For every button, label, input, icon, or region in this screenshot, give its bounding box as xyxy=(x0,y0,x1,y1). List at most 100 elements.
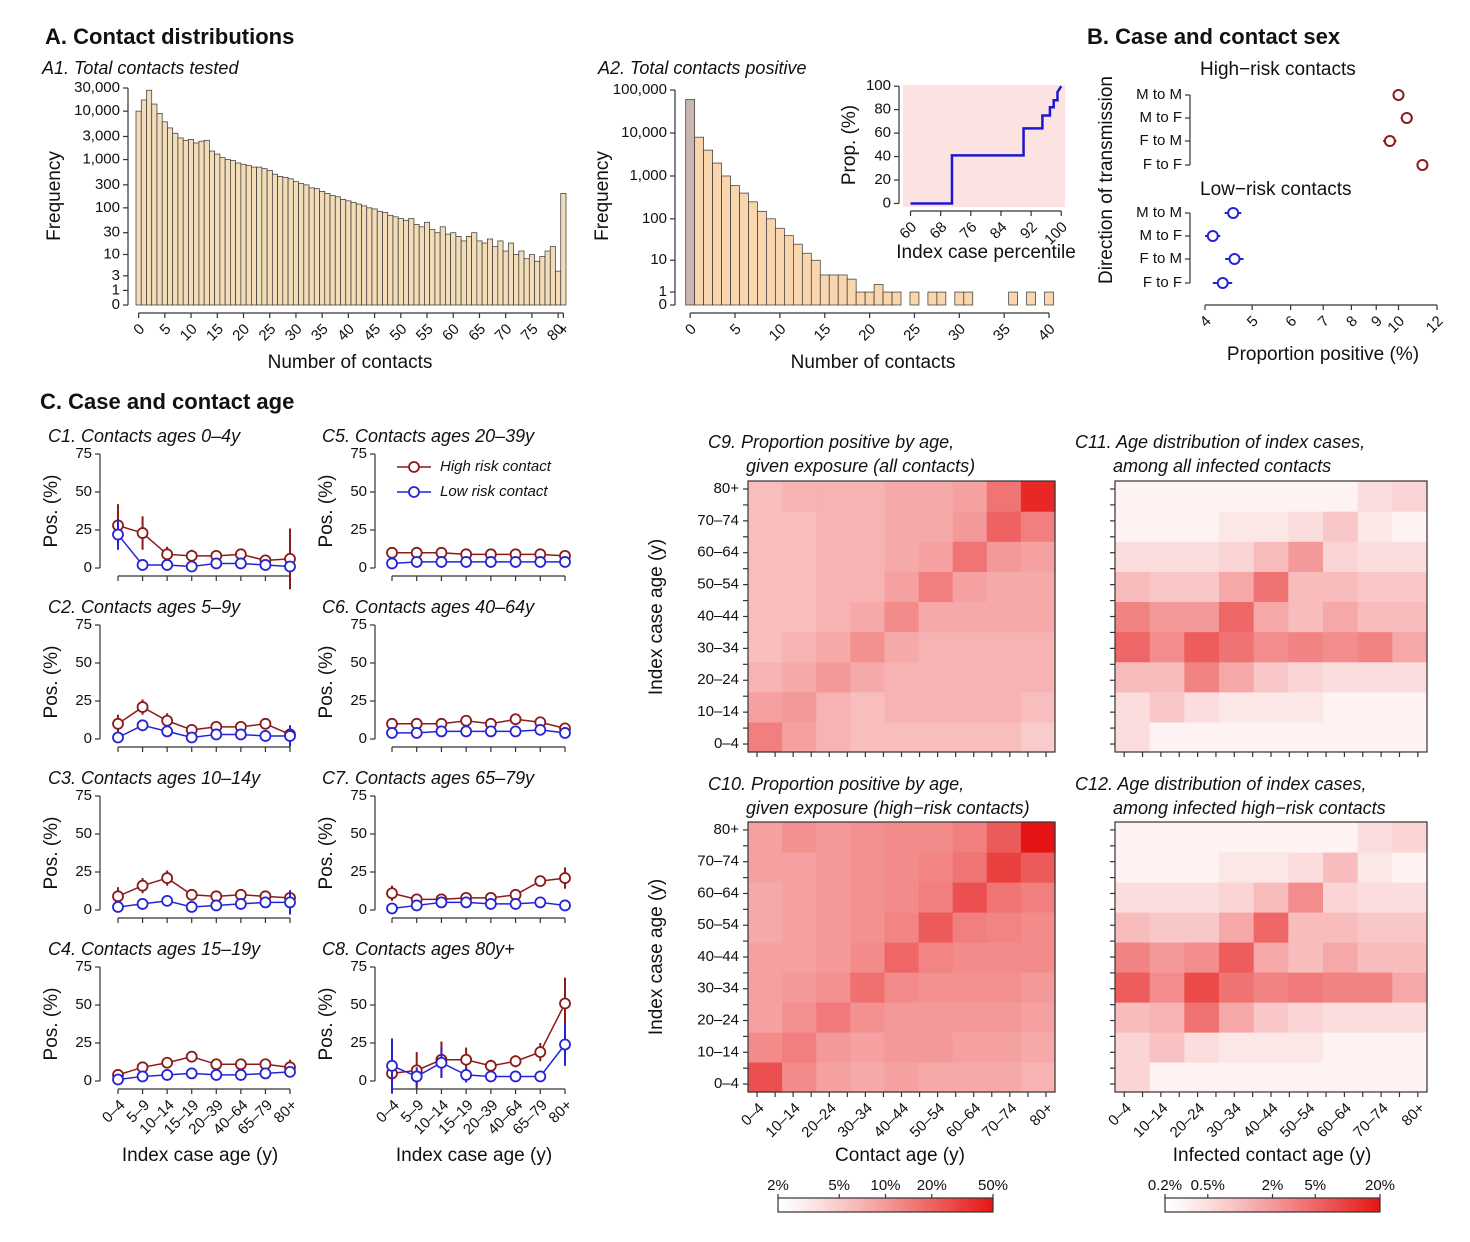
y-tick-label: 0 xyxy=(359,901,367,918)
heat-cell xyxy=(1288,511,1324,542)
heat-cell xyxy=(1184,852,1220,883)
bar xyxy=(256,166,263,306)
x-tick-label: 6 xyxy=(1282,313,1300,331)
bar xyxy=(277,176,284,306)
heat-cell xyxy=(850,511,886,542)
bar xyxy=(739,192,749,306)
heat-cell xyxy=(1219,882,1255,913)
heat-cell xyxy=(918,942,954,973)
heat-cell xyxy=(816,1002,851,1033)
heat-cell xyxy=(816,631,851,663)
colorbar-segment xyxy=(1290,1198,1295,1212)
heat-cell xyxy=(782,481,817,512)
y-axis-label: Pos. (%) xyxy=(316,988,337,1061)
heat-cell xyxy=(1392,1062,1428,1093)
y-axis-label: Pos. (%) xyxy=(316,475,337,548)
bar xyxy=(366,207,373,306)
heat-cell xyxy=(1115,601,1151,633)
point xyxy=(1206,230,1219,242)
colorbar-tick-label: 20% xyxy=(917,1177,947,1194)
group-label: High−risk contacts xyxy=(1200,59,1356,80)
point xyxy=(136,879,149,892)
y-tick-label: 1 xyxy=(659,283,667,300)
heat-cell xyxy=(986,852,1022,883)
colorbar-tick-label: 10% xyxy=(870,1177,900,1194)
point xyxy=(185,1050,198,1063)
y-tick-label: 50 xyxy=(75,654,92,671)
bar xyxy=(936,291,947,306)
heat-cell xyxy=(1288,661,1324,693)
point xyxy=(136,559,149,571)
bar xyxy=(319,191,326,306)
heat-cell xyxy=(1357,721,1393,753)
heat-cell xyxy=(1323,942,1359,973)
panel-heading: C. Case and contact age xyxy=(40,389,294,414)
y-tick-label: 1,000 xyxy=(82,151,120,168)
heat-cell xyxy=(884,511,920,542)
bar xyxy=(466,236,472,306)
heat-cell xyxy=(748,541,783,572)
heat-cell xyxy=(1149,541,1185,572)
y-tick-label: 0–4 xyxy=(714,1075,739,1092)
colorbar-segment xyxy=(1322,1198,1327,1212)
x-tick-label: 68 xyxy=(926,219,950,243)
heat-cell xyxy=(918,972,954,1003)
heat-cell xyxy=(1253,541,1289,572)
point xyxy=(112,717,124,730)
colorbar-segment xyxy=(1279,1198,1284,1212)
heat-cell xyxy=(1115,1002,1151,1033)
heat-cell xyxy=(952,511,988,542)
heat-cell xyxy=(850,852,886,883)
heat-cell xyxy=(1219,822,1255,853)
y-tick-label: 30–34 xyxy=(697,980,739,997)
x-axis-label: Contact age (y) xyxy=(835,1145,965,1166)
bar xyxy=(513,254,520,306)
y-tick-label: 25 xyxy=(75,1034,92,1051)
x-tick-label: 35 xyxy=(990,321,1014,345)
y-tick-label: 25 xyxy=(350,863,367,880)
chart-title: among infected high−risk contacts xyxy=(1113,798,1386,818)
point xyxy=(386,902,398,915)
point xyxy=(1383,135,1396,147)
heat-cell xyxy=(986,601,1022,633)
heat-cell xyxy=(1392,541,1428,572)
colorbar-segment xyxy=(1358,1198,1363,1212)
heat-cell xyxy=(1184,541,1220,572)
bar xyxy=(345,200,352,306)
heat-cell xyxy=(1288,1002,1324,1033)
bar xyxy=(146,89,153,306)
y-tick-label: 20–24 xyxy=(697,1011,739,1028)
y-tick-label: F to F xyxy=(1143,274,1182,291)
y-tick-label: 40–44 xyxy=(697,948,739,965)
heat-cell xyxy=(1357,571,1393,603)
point xyxy=(234,1058,247,1071)
colorbar-segment xyxy=(1200,1198,1205,1212)
heat-cell xyxy=(952,882,988,913)
point xyxy=(1228,253,1241,265)
bar xyxy=(450,232,457,306)
heat-cell xyxy=(1323,912,1359,943)
heat-cell xyxy=(1020,541,1056,572)
y-axis-label: Frequency xyxy=(44,151,65,241)
colorbar-segment xyxy=(935,1198,940,1212)
y-tick-label: 20–24 xyxy=(697,671,739,688)
point xyxy=(185,549,198,562)
y-tick-label: 50–54 xyxy=(697,916,739,933)
y-tick-label: 0 xyxy=(84,559,92,576)
heat-cell xyxy=(1219,631,1255,663)
bar xyxy=(193,142,200,306)
heat-cell xyxy=(1392,691,1428,723)
colorbar-segment xyxy=(1197,1198,1202,1212)
colorbar-segment xyxy=(1175,1198,1180,1212)
x-tick-label: 50–54 xyxy=(907,1100,949,1142)
colorbar-segment xyxy=(985,1198,990,1212)
x-tick-label: 80+ xyxy=(1027,1099,1057,1129)
heat-cell xyxy=(1253,942,1289,973)
colorbar-tick-label: 50% xyxy=(978,1177,1008,1194)
heat-cell xyxy=(1323,661,1359,693)
bar xyxy=(230,160,236,306)
bar xyxy=(177,137,184,306)
heat-cell xyxy=(748,601,783,633)
point xyxy=(1400,112,1413,124)
y-axis-label: Pos. (%) xyxy=(41,817,62,890)
